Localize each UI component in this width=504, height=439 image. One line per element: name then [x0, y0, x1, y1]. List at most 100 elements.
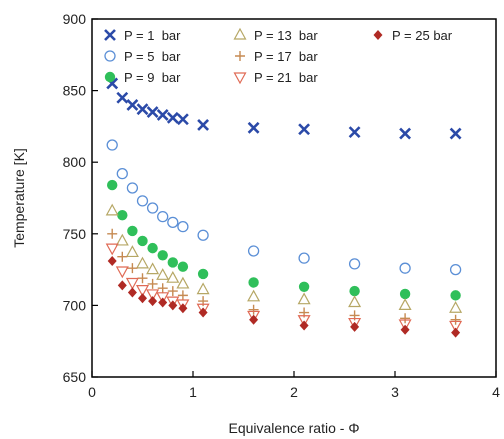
data-point: [115, 233, 129, 246]
data-point: [117, 280, 127, 291]
data-point: [197, 268, 209, 280]
legend-item: P = 1 bar: [104, 28, 181, 43]
data-point: [399, 127, 412, 140]
data-point: [146, 289, 160, 302]
data-point: [106, 139, 118, 151]
data-point: [137, 273, 148, 284]
data-point: [117, 251, 128, 262]
data-point: [449, 127, 462, 140]
series-3: [105, 203, 463, 313]
legend-label: P = 9 bar: [124, 70, 181, 85]
data-point: [198, 307, 208, 318]
data-point: [348, 258, 361, 270]
data-point: [116, 91, 129, 104]
data-point: [196, 303, 210, 316]
data-point: [105, 243, 119, 256]
data-point: [348, 126, 361, 139]
series-0: [106, 77, 462, 140]
data-point: [135, 285, 150, 297]
data-point: [167, 216, 179, 228]
data-point: [138, 293, 147, 304]
data-point: [247, 310, 261, 323]
data-point: [176, 113, 189, 126]
data-point: [166, 296, 180, 309]
data-point: [247, 121, 260, 134]
legend-marker: [233, 27, 247, 40]
series-5: [105, 243, 463, 333]
data-point: [166, 270, 180, 283]
legend-label: P = 17 bar: [254, 49, 318, 64]
legend-label: P = 1 bar: [124, 28, 181, 43]
data-point: [156, 109, 169, 121]
y-tick-label: 700: [63, 297, 87, 313]
data-point: [399, 262, 411, 274]
data-point: [247, 245, 260, 257]
series-1: [106, 139, 462, 276]
y-tick-label: 900: [63, 11, 87, 27]
data-point: [399, 288, 411, 300]
data-point: [157, 210, 169, 223]
data-point: [158, 297, 168, 308]
data-point: [398, 298, 412, 310]
data-point: [167, 257, 178, 268]
data-point: [449, 320, 463, 333]
x-axis-title: Equivalence ratio - Φ: [228, 420, 359, 436]
data-point: [349, 285, 360, 297]
data-point: [166, 111, 179, 124]
data-point: [248, 277, 259, 288]
data-point: [247, 289, 261, 302]
data-point: [196, 282, 210, 295]
data-point: [117, 209, 128, 221]
legend-item: P = 13 bar: [233, 27, 318, 43]
data-point: [449, 301, 463, 313]
data-point: [176, 299, 190, 312]
data-point: [298, 252, 310, 264]
data-point: [156, 268, 170, 280]
legend-marker: [104, 29, 116, 41]
data-point: [176, 276, 190, 289]
data-point: [146, 262, 160, 275]
legend-marker: [104, 71, 116, 83]
x-tick-label: 4: [492, 384, 500, 400]
data-point: [107, 179, 118, 191]
legend-item: P = 5 bar: [104, 49, 181, 64]
data-point: [197, 119, 210, 131]
data-point: [157, 283, 168, 294]
data-point: [136, 103, 149, 116]
data-point: [127, 287, 137, 298]
series-4: [107, 228, 461, 325]
data-point: [168, 300, 178, 311]
data-point: [107, 228, 118, 239]
series-6: [107, 256, 461, 338]
data-point: [105, 203, 119, 216]
data-point: [146, 106, 159, 118]
legend-marker: [233, 72, 247, 85]
x-tick-label: 0: [88, 384, 96, 400]
data-point: [147, 278, 158, 289]
series-2: [107, 179, 461, 301]
data-point: [157, 250, 168, 261]
legend-item: P = 21 bar: [233, 70, 318, 85]
data-point: [147, 242, 158, 254]
legend-marker: [373, 30, 383, 40]
data-point: [136, 195, 149, 207]
y-tick-label: 750: [63, 226, 87, 242]
data-point: [146, 202, 159, 214]
data-point: [178, 303, 188, 314]
data-point: [177, 290, 188, 301]
data-points: [105, 77, 463, 338]
data-point: [298, 123, 311, 136]
data-point: [299, 320, 309, 331]
data-point: [115, 266, 129, 279]
legend-item: P = 9 bar: [104, 70, 181, 85]
legend-marker: [104, 50, 116, 62]
data-point: [126, 99, 139, 111]
data-point: [177, 261, 189, 272]
legend-label: P = 21 bar: [254, 70, 318, 85]
data-point: [167, 286, 178, 297]
data-point: [451, 327, 461, 338]
y-axis-title: Temperature [K]: [11, 148, 27, 248]
data-point: [348, 317, 362, 330]
data-point: [125, 277, 139, 290]
